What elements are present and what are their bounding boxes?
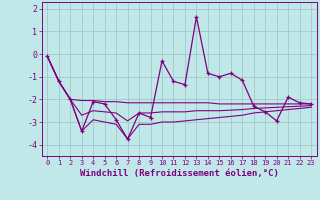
X-axis label: Windchill (Refroidissement éolien,°C): Windchill (Refroidissement éolien,°C) (80, 169, 279, 178)
